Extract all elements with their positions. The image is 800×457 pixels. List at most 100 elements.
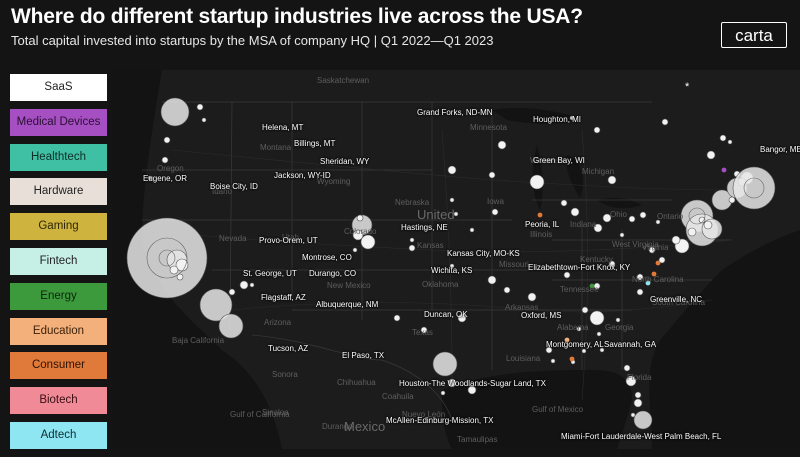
msa-bubble[interactable] [199, 288, 233, 322]
msa-bubble[interactable] [352, 247, 358, 253]
msa-bubble[interactable] [687, 227, 697, 237]
msa-bubble[interactable] [563, 271, 571, 279]
msa-bubble[interactable] [420, 326, 428, 334]
msa-bubble[interactable] [636, 273, 644, 281]
msa-bubble[interactable] [599, 347, 605, 353]
msa-bubble[interactable] [593, 126, 601, 134]
msa-bubble[interactable] [239, 280, 249, 290]
msa-bubble[interactable] [163, 136, 171, 144]
msa-bubble[interactable] [360, 234, 376, 250]
msa-bubble[interactable] [161, 156, 169, 164]
legend-item-biotech[interactable]: Biotech [10, 387, 107, 415]
msa-bubble[interactable] [703, 220, 713, 230]
legend-item-saas[interactable]: SaaS [10, 74, 107, 101]
msa-bubble[interactable] [615, 317, 621, 323]
msa-bubble[interactable] [727, 139, 733, 145]
msa-bubble[interactable] [196, 103, 204, 111]
msa-bubble[interactable] [636, 288, 644, 296]
msa-bubble[interactable] [550, 358, 556, 364]
msa-bubble-colored[interactable] [569, 356, 575, 362]
msa-bubble[interactable] [218, 313, 244, 339]
msa-bubble[interactable] [639, 211, 647, 219]
msa-bubble[interactable] [630, 412, 636, 418]
msa-bubble[interactable] [607, 175, 617, 185]
msa-bubble[interactable] [147, 175, 153, 181]
msa-bubble-colored[interactable] [721, 167, 727, 173]
msa-bubble[interactable] [648, 246, 656, 254]
msa-bubble[interactable] [449, 263, 455, 269]
msa-bubble-colored[interactable] [564, 337, 570, 343]
legend-item-adtech[interactable]: Adtech [10, 421, 107, 449]
msa-bubble[interactable] [625, 375, 637, 387]
msa-bubble[interactable] [593, 223, 603, 233]
legend-item-medical-devices[interactable]: Medical Devices [10, 108, 107, 136]
msa-bubble[interactable] [201, 117, 207, 123]
msa-bubble[interactable] [596, 331, 602, 337]
msa-bubble[interactable] [706, 150, 716, 160]
msa-bubble[interactable] [529, 174, 545, 190]
msa-bubble[interactable] [409, 237, 415, 243]
msa-bubble[interactable] [176, 273, 184, 281]
legend-item-fintech[interactable]: Fintech [10, 247, 107, 275]
msa-bubble[interactable] [658, 256, 666, 264]
msa-bubble[interactable] [602, 213, 612, 223]
msa-bubble[interactable] [169, 265, 179, 275]
msa-bubble[interactable] [698, 216, 706, 224]
legend-item-gaming[interactable]: Gaming [10, 213, 107, 241]
msa-bubble[interactable] [589, 310, 605, 326]
msa-bubble[interactable] [545, 346, 553, 354]
msa-bubble[interactable] [447, 378, 457, 388]
usa-map[interactable]: United Mexico Saskatchewan Minnesota Mon… [112, 70, 800, 449]
msa-bubble[interactable] [628, 215, 636, 223]
msa-bubble[interactable] [432, 351, 458, 377]
msa-bubble[interactable] [623, 364, 631, 372]
msa-bubble[interactable] [408, 244, 416, 252]
msa-bubble[interactable] [655, 219, 661, 225]
legend-item-healthtech[interactable]: Healthtech [10, 143, 107, 171]
msa-bubble[interactable] [487, 275, 497, 285]
msa-bubble[interactable] [581, 306, 589, 314]
msa-bubble[interactable] [570, 207, 580, 217]
msa-bubble[interactable] [732, 166, 776, 210]
legend-item-energy[interactable]: Energy [10, 282, 107, 310]
msa-bubble[interactable] [671, 235, 681, 245]
msa-bubble[interactable] [619, 232, 625, 238]
msa-bubble[interactable] [569, 115, 575, 121]
msa-bubble[interactable] [491, 208, 499, 216]
msa-bubble[interactable] [453, 211, 459, 217]
msa-bubble[interactable] [249, 282, 255, 288]
msa-bubble[interactable] [719, 134, 727, 142]
msa-bubble[interactable] [608, 260, 616, 268]
legend-item-education[interactable]: Education [10, 317, 107, 345]
msa-bubble[interactable] [633, 410, 653, 430]
msa-bubble[interactable] [447, 165, 457, 175]
msa-bubble[interactable] [440, 390, 446, 396]
msa-bubble[interactable] [560, 199, 568, 207]
msa-bubble[interactable] [527, 292, 537, 302]
msa-bubble[interactable] [469, 227, 475, 233]
msa-bubble[interactable] [457, 313, 467, 323]
msa-bubble[interactable] [503, 286, 511, 294]
msa-bubble-colored[interactable] [589, 283, 595, 289]
legend-item-hardware[interactable]: Hardware [10, 178, 107, 206]
msa-bubble[interactable] [661, 118, 669, 126]
msa-bubble[interactable] [633, 398, 643, 408]
msa-bubble[interactable] [728, 196, 736, 204]
msa-bubble[interactable] [356, 214, 364, 222]
msa-bubble[interactable] [160, 97, 190, 127]
msa-bubble[interactable] [393, 314, 401, 322]
msa-bubble[interactable] [228, 288, 236, 296]
msa-bubble[interactable] [352, 229, 364, 241]
legend-item-consumer[interactable]: Consumer [10, 352, 107, 380]
msa-bubble[interactable] [467, 385, 477, 395]
msa-bubble[interactable] [449, 197, 455, 203]
msa-bubble[interactable] [488, 171, 496, 179]
msa-bubble-colored[interactable] [651, 271, 657, 277]
msa-bubble-colored[interactable] [655, 260, 661, 266]
msa-bubble[interactable] [581, 348, 587, 354]
msa-bubble[interactable] [497, 140, 507, 150]
msa-bubble-colored[interactable] [537, 212, 543, 218]
msa-bubble[interactable] [576, 326, 582, 332]
msa-bubble[interactable] [634, 391, 642, 399]
msa-bubble-colored[interactable] [645, 280, 651, 286]
